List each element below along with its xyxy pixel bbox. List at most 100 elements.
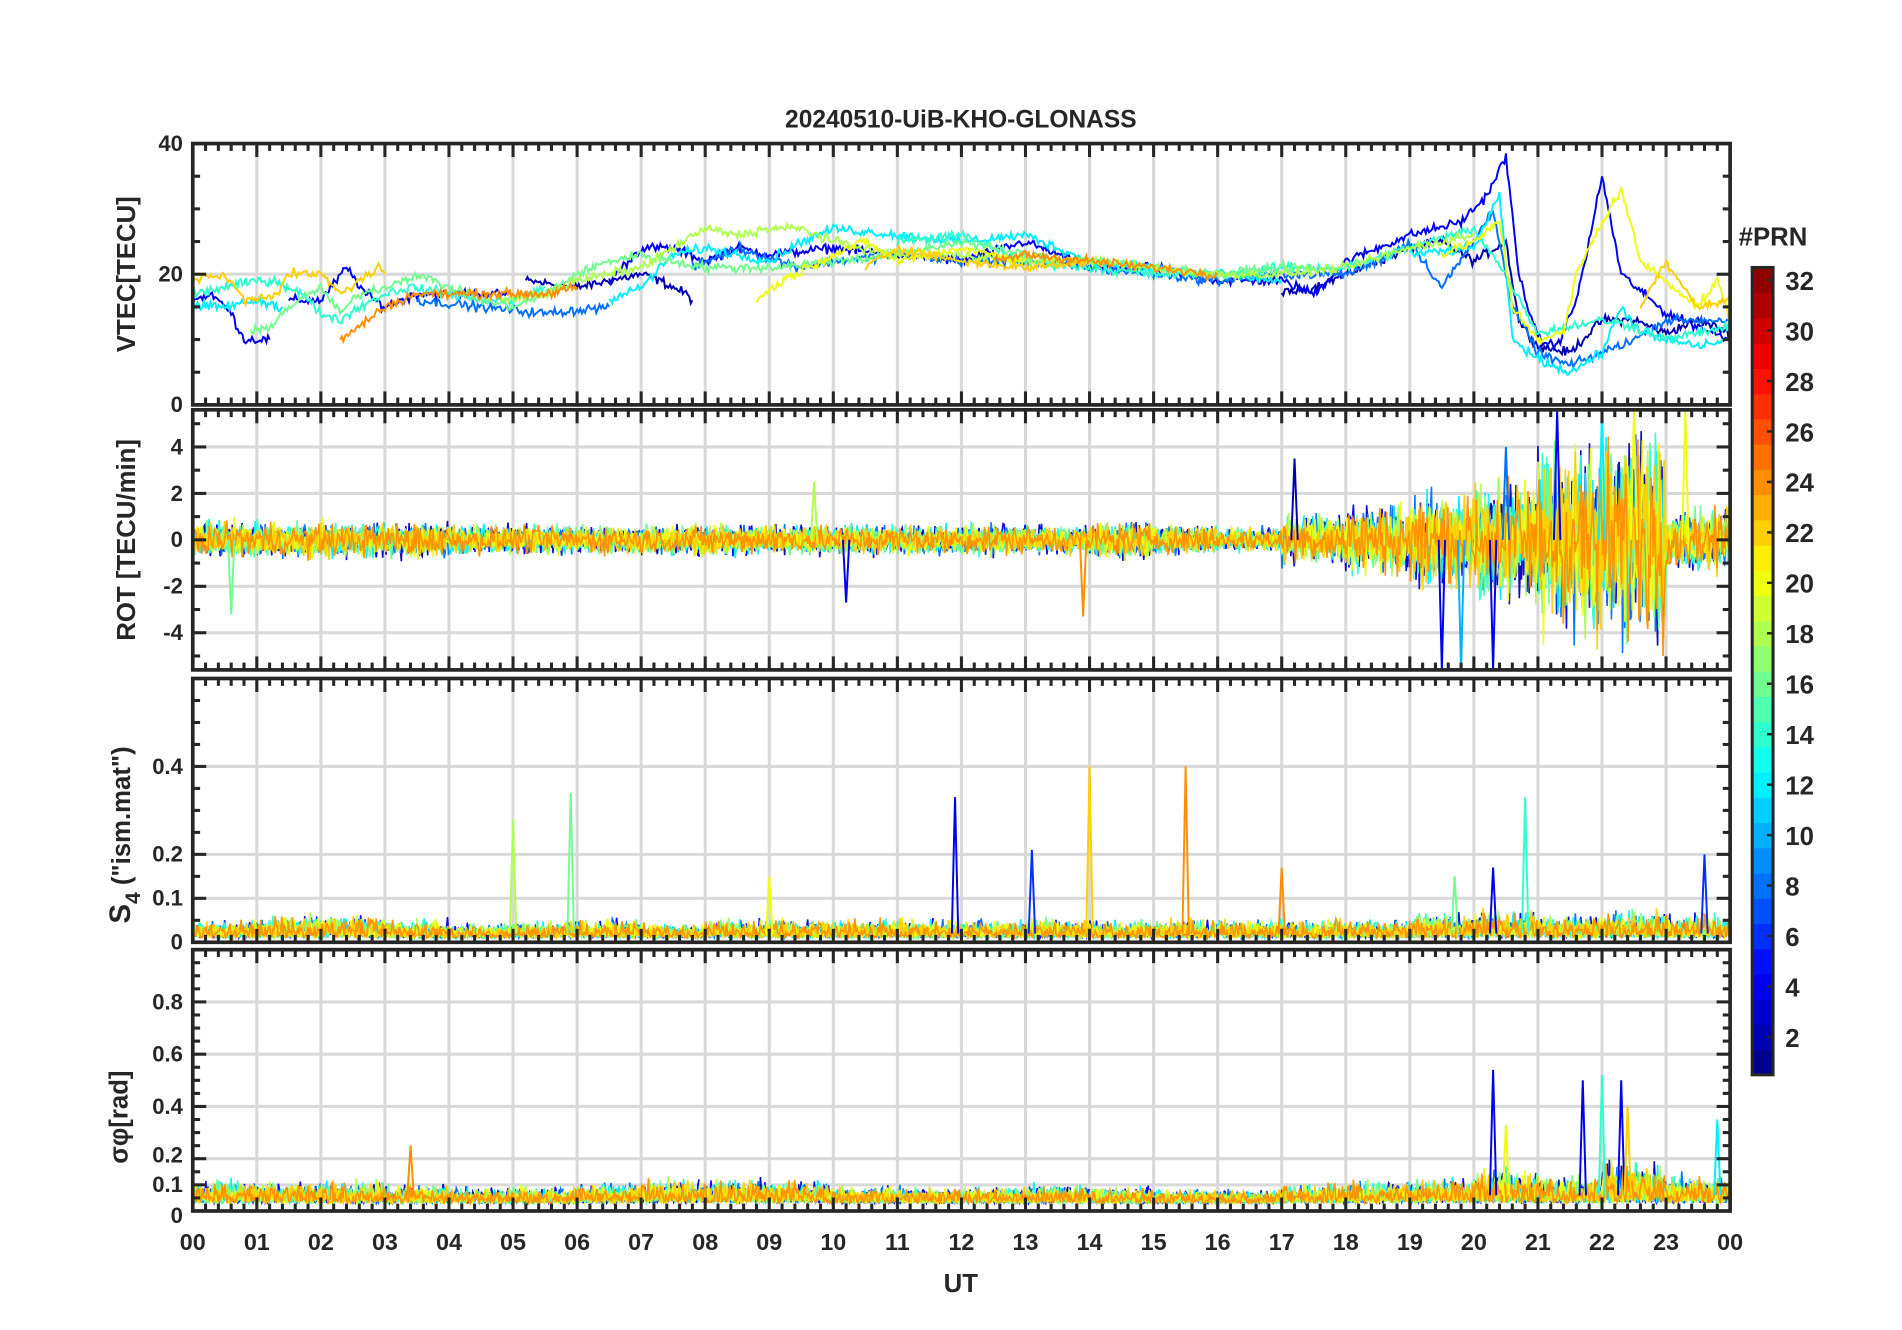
colorbar-tick-label: 18 bbox=[1785, 621, 1814, 649]
series-line-prn-24 bbox=[192, 436, 1731, 657]
series-line-prn-20 bbox=[755, 235, 1027, 304]
x-tick-label: 15 bbox=[1141, 1229, 1167, 1255]
spike-prn-18 bbox=[508, 819, 518, 934]
colorbar-segment bbox=[1752, 999, 1774, 1025]
series-line-prn-12 bbox=[192, 295, 284, 313]
colorbar-segment bbox=[1752, 973, 1774, 1000]
x-tick-label: 19 bbox=[1397, 1229, 1423, 1255]
x-tick-label: 08 bbox=[692, 1229, 718, 1255]
spike-prn-4 bbox=[950, 797, 960, 934]
x-tick-label: 17 bbox=[1269, 1229, 1295, 1255]
spike-prn-16 bbox=[1450, 876, 1459, 934]
x-tick-label: 07 bbox=[628, 1229, 654, 1255]
series-line-prn-8 bbox=[691, 210, 1731, 370]
series-line-prn-22 bbox=[192, 451, 1731, 650]
colorbar-segment bbox=[1752, 696, 1774, 723]
data-lines bbox=[192, 409, 1731, 670]
data-lines bbox=[192, 153, 1731, 376]
colorbar-tick-label: 14 bbox=[1785, 722, 1814, 750]
x-tick-label: 22 bbox=[1589, 1229, 1615, 1255]
colorbar-tick-label: 30 bbox=[1785, 318, 1814, 346]
spike-prn-4 bbox=[1488, 1069, 1498, 1196]
x-tick-label: 23 bbox=[1653, 1229, 1679, 1255]
x-tick-label: 04 bbox=[436, 1229, 462, 1255]
spike-prn-10 bbox=[1456, 539, 1466, 670]
spike-prn-6 bbox=[1700, 854, 1709, 934]
y-tick-label: 0.2 bbox=[152, 842, 183, 867]
y-tick-label: 0 bbox=[171, 392, 183, 417]
panel-vtec: 0 20 40 VTEC[TECU] bbox=[113, 131, 1732, 417]
x-tick-label: 12 bbox=[948, 1229, 974, 1255]
colorbar-segment bbox=[1752, 671, 1774, 697]
panel-sigma_phi: 0 0.1 0.2 0.4 0.6 0.8 σφ[rad] bbox=[106, 947, 1732, 1228]
spike-prn-16 bbox=[566, 792, 575, 934]
x-axis-label: UT bbox=[944, 1270, 979, 1298]
x-tick-label: 11 bbox=[885, 1229, 910, 1255]
spike-prn-24 bbox=[1277, 867, 1286, 934]
spike-prn-4 bbox=[1552, 409, 1562, 540]
colorbar-segment bbox=[1752, 393, 1774, 420]
x-tick-label: 14 bbox=[1077, 1229, 1103, 1255]
y-tick-label: 0.6 bbox=[152, 1042, 183, 1067]
y-tick-label: -4 bbox=[163, 620, 183, 645]
x-tick-label: 20 bbox=[1461, 1229, 1487, 1255]
x-tick-label: 13 bbox=[1013, 1229, 1039, 1255]
colorbar-segment bbox=[1752, 267, 1774, 294]
colorbar-segment bbox=[1752, 444, 1774, 470]
spike-prn-22 bbox=[1623, 1106, 1632, 1196]
colorbar-title: #PRN bbox=[1739, 223, 1808, 251]
x-tick-label: 10 bbox=[820, 1229, 846, 1255]
series-line-prn-22 bbox=[864, 243, 1091, 272]
colorbar-tick-label: 26 bbox=[1785, 419, 1814, 447]
series-line-prn-2 bbox=[524, 271, 694, 307]
y-tick-label: 0 bbox=[171, 527, 183, 552]
spike-prn-4 bbox=[1437, 539, 1447, 670]
spike-prn-2 bbox=[1290, 458, 1299, 540]
x-tick-label: 21 bbox=[1525, 1229, 1551, 1255]
y-tick-label: -2 bbox=[163, 574, 183, 599]
colorbar-segment bbox=[1752, 519, 1774, 546]
series-line-prn-20 bbox=[1440, 185, 1731, 346]
y-tick-label: 0 bbox=[171, 930, 183, 955]
spike-prn-4 bbox=[1488, 867, 1498, 934]
y-axis-label: σφ[rad] bbox=[106, 1070, 134, 1163]
y-tick-label: 0.2 bbox=[152, 1142, 183, 1167]
colorbar-segment bbox=[1752, 822, 1774, 849]
spike-prn-16 bbox=[227, 539, 236, 615]
colorbar-frame bbox=[1750, 265, 1775, 1077]
spike-prn-14 bbox=[1520, 797, 1530, 934]
colorbar-segment bbox=[1752, 317, 1774, 344]
y-tick-label: 0 bbox=[171, 1203, 183, 1228]
spike-prn-22 bbox=[1085, 766, 1094, 934]
y-axis-label: S4 ("ism.mat") bbox=[104, 746, 145, 923]
x-tick-label: 06 bbox=[564, 1229, 590, 1255]
colorbar-tick-label: 10 bbox=[1785, 823, 1814, 851]
colorbar-segment bbox=[1752, 872, 1774, 899]
colorbar-segment bbox=[1752, 797, 1774, 824]
spike-prn-4 bbox=[1488, 539, 1498, 670]
spike-prn-8 bbox=[1501, 446, 1511, 540]
series-line-prn-4 bbox=[192, 291, 271, 346]
colorbar-tick-label: 28 bbox=[1785, 369, 1814, 397]
colorbar-tick-label: 12 bbox=[1785, 772, 1814, 800]
spike-prn-6 bbox=[1027, 849, 1037, 934]
spike-prn-24 bbox=[1181, 766, 1190, 934]
y-tick-label: 4 bbox=[171, 434, 184, 459]
colorbar-segment bbox=[1752, 595, 1774, 622]
colorbar-tick-label: 16 bbox=[1785, 672, 1814, 700]
spike-prn-20 bbox=[1681, 409, 1690, 540]
spike-prn-20 bbox=[765, 876, 774, 934]
colorbar-segment bbox=[1752, 847, 1774, 874]
x-tick-label: 02 bbox=[308, 1229, 334, 1255]
x-tick-label: 00 bbox=[180, 1229, 206, 1255]
colorbar-segment bbox=[1752, 645, 1774, 672]
colorbar-tick-label: 24 bbox=[1785, 470, 1814, 498]
colorbar-tick-label: 6 bbox=[1785, 924, 1799, 952]
spike-prn-18 bbox=[809, 481, 819, 540]
y-tick-label: 0.4 bbox=[152, 1094, 183, 1119]
colorbar-segment bbox=[1752, 898, 1774, 925]
colorbar-segment bbox=[1752, 494, 1774, 521]
y-tick-label: 20 bbox=[158, 262, 183, 287]
colorbar-tick-label: 4 bbox=[1785, 974, 1800, 1002]
